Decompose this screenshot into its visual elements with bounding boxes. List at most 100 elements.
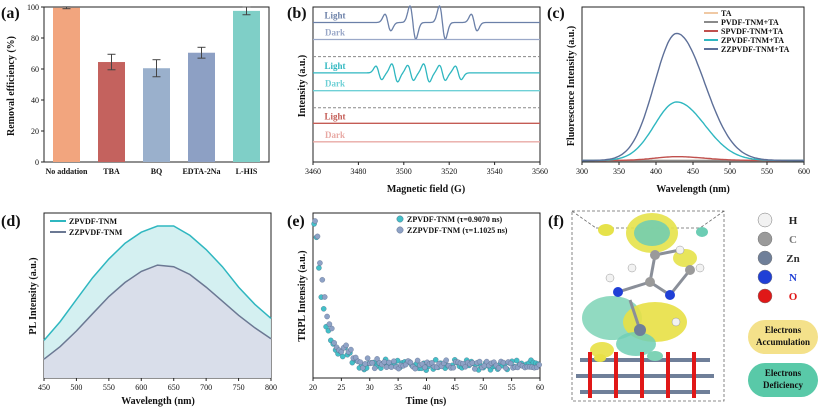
panel-e-xtick-label: 25 — [337, 383, 345, 392]
panel-e-xtick-label: 20 — [309, 383, 317, 392]
atom-label-h: H — [789, 215, 798, 227]
panel-a-bar — [53, 7, 80, 163]
panel-a-ytick-label: 40 — [31, 96, 39, 105]
panel-d-legend-label: ZPVDF-TNM — [69, 217, 117, 226]
panel-a-ylabel: Removal efficiency (%) — [6, 36, 17, 136]
panel-e-point — [469, 360, 476, 366]
panel-e-point — [381, 359, 388, 365]
panel-e-point — [371, 365, 378, 372]
atom-swatch-n — [757, 269, 773, 285]
panel-e-point — [369, 360, 376, 366]
panel-d-x-ticks: 450 500 550 600 650 700 750 800 — [38, 378, 277, 392]
panel-b-frame — [312, 6, 541, 163]
panel-b-x-ticks: 3460 3480 3500 3520 3540 3560 — [305, 162, 548, 176]
panel-e-point — [513, 357, 520, 364]
panel-e-point — [388, 364, 395, 370]
panel-c-xtick-label: 300 — [576, 167, 588, 176]
panel-e-point — [316, 265, 322, 271]
panel-e-point — [319, 277, 326, 283]
panel-c-xtick-label: 500 — [724, 167, 736, 176]
panel-d-xtick-label: 650 — [168, 383, 180, 392]
panel-d-xtick-label: 600 — [135, 383, 147, 392]
panel-e-legend-marker — [396, 215, 404, 223]
panel-c-xtick-label: 600 — [798, 167, 810, 176]
panel-c-legend-label: ZZPVDF-TNM+TA — [721, 45, 790, 54]
panel-e-point — [407, 359, 414, 366]
panel-d-xtick-label: 750 — [233, 383, 245, 392]
atom-label-o: O — [789, 291, 798, 303]
panel-e-point — [507, 360, 514, 367]
panel-a-y-ticks: 0 20 40 60 80 100 — [27, 3, 44, 167]
panel-d-areas — [43, 225, 272, 378]
panel-c-line — [582, 32, 804, 162]
panel-e-point — [443, 357, 449, 363]
panel-d-xtick-label: 550 — [103, 383, 115, 392]
panel-e-point — [360, 365, 366, 371]
panel-a-bar — [98, 62, 125, 162]
panel-e-point — [476, 358, 483, 365]
panel-c-legend-label: SPVDF-TNM+TA — [721, 27, 783, 36]
panel-e-points — [311, 218, 542, 373]
panel-e-point — [321, 294, 328, 300]
panel-d-xtick-label: 800 — [265, 383, 277, 392]
panel-e-point — [317, 260, 323, 266]
panel-e-point — [326, 321, 333, 327]
panel-e-xtick-label: 55 — [508, 383, 516, 392]
panel-c: (c) TAPVDF-TNM+TASPVDF-TNM+TAZPVDF-TNM+T… — [547, 5, 810, 195]
panel-e: (e) ZPVDF-TNM (τ=0.9070 ns) ZZPVDF-TNM (τ… — [287, 212, 544, 407]
panel-e-point — [362, 361, 368, 367]
panel-e-point — [500, 359, 507, 366]
panel-c-line — [582, 101, 804, 162]
panel-e-point — [391, 358, 397, 364]
panel-a-bar — [188, 52, 215, 162]
panel-a-bars — [53, 6, 260, 163]
panel-e-legend-label: ZPVDF-TNM (τ=0.9070 ns) — [407, 215, 502, 224]
panel-e-xtick-label: 50 — [479, 383, 487, 392]
panel-d-label: (d) — [1, 213, 21, 230]
panel-e-point — [312, 218, 318, 224]
panel-d: (d) ZPVDF-TNM ZZPVDF-TNM 450 500 550 600 650 7… — [1, 212, 277, 407]
panel-a-xtick-label: TBA — [103, 167, 120, 176]
panel-e-x-ticks: 20 25 30 35 40 45 50 55 60 — [309, 378, 544, 392]
panel-e-point — [329, 325, 335, 332]
panel-a-label: (a) — [1, 5, 20, 22]
panel-d-line — [43, 264, 272, 360]
panel-e-point — [364, 355, 371, 361]
panel-c-xtick-label: 550 — [761, 167, 773, 176]
electrons-accumulation-badge: Electrons Accumulation — [748, 320, 818, 354]
panel-b-trace-label: Dark — [325, 28, 345, 38]
panel-b-trace — [313, 63, 540, 83]
panel-e-point — [339, 353, 346, 360]
panel-c-xtick-label: 350 — [613, 167, 625, 176]
panel-a-xtick-label: BQ — [151, 167, 163, 176]
deficiency-line2: Deficiency — [763, 380, 803, 390]
atom-label-n: N — [789, 272, 797, 284]
panel-e-point — [386, 359, 392, 366]
panel-d-xtick-label: 500 — [70, 383, 82, 392]
panel-e-point — [414, 357, 421, 364]
panel-b-trace-label: Light — [324, 11, 345, 21]
panel-e-point — [432, 357, 439, 363]
panel-b-xtick-label: 3540 — [487, 167, 503, 176]
panel-c-legend: TAPVDF-TNM+TASPVDF-TNM+TAZPVDF-TNM+TAZZP… — [704, 9, 790, 54]
panel-b-xtick-label: 3460 — [305, 167, 321, 176]
panel-f: (f) — [548, 210, 818, 402]
panel-e-point — [324, 313, 330, 320]
atom-label-c: C — [789, 234, 797, 246]
panel-d-legend-label: ZZPVDF-TNM — [69, 228, 123, 237]
atom-swatch-h — [757, 212, 773, 228]
panel-e-legend-label: ZZPVDF-TNM (τ=1.1025 ns) — [407, 226, 508, 235]
panel-e-point — [450, 364, 457, 371]
panel-a-xtick-label: No addation — [45, 167, 88, 176]
panel-b-label: (b) — [287, 5, 307, 22]
panel-e-xtick-label: 30 — [366, 383, 374, 392]
panel-b-trace-label: Light — [324, 111, 345, 121]
panel-e-point — [374, 356, 380, 362]
panel-c-legend-label: ZPVDF-TNM+TA — [721, 36, 784, 45]
panel-f-label: (f) — [548, 213, 564, 230]
panel-e-point — [357, 359, 364, 365]
panel-e-ylabel: TRPL Intensity (a.u.) — [297, 250, 308, 341]
panel-c-legend-label: PVDF-TNM+TA — [721, 18, 779, 27]
panel-e-legend-marker — [396, 226, 404, 234]
panel-b-traces: Light Dark Light Dark Light Dark — [313, 5, 540, 143]
